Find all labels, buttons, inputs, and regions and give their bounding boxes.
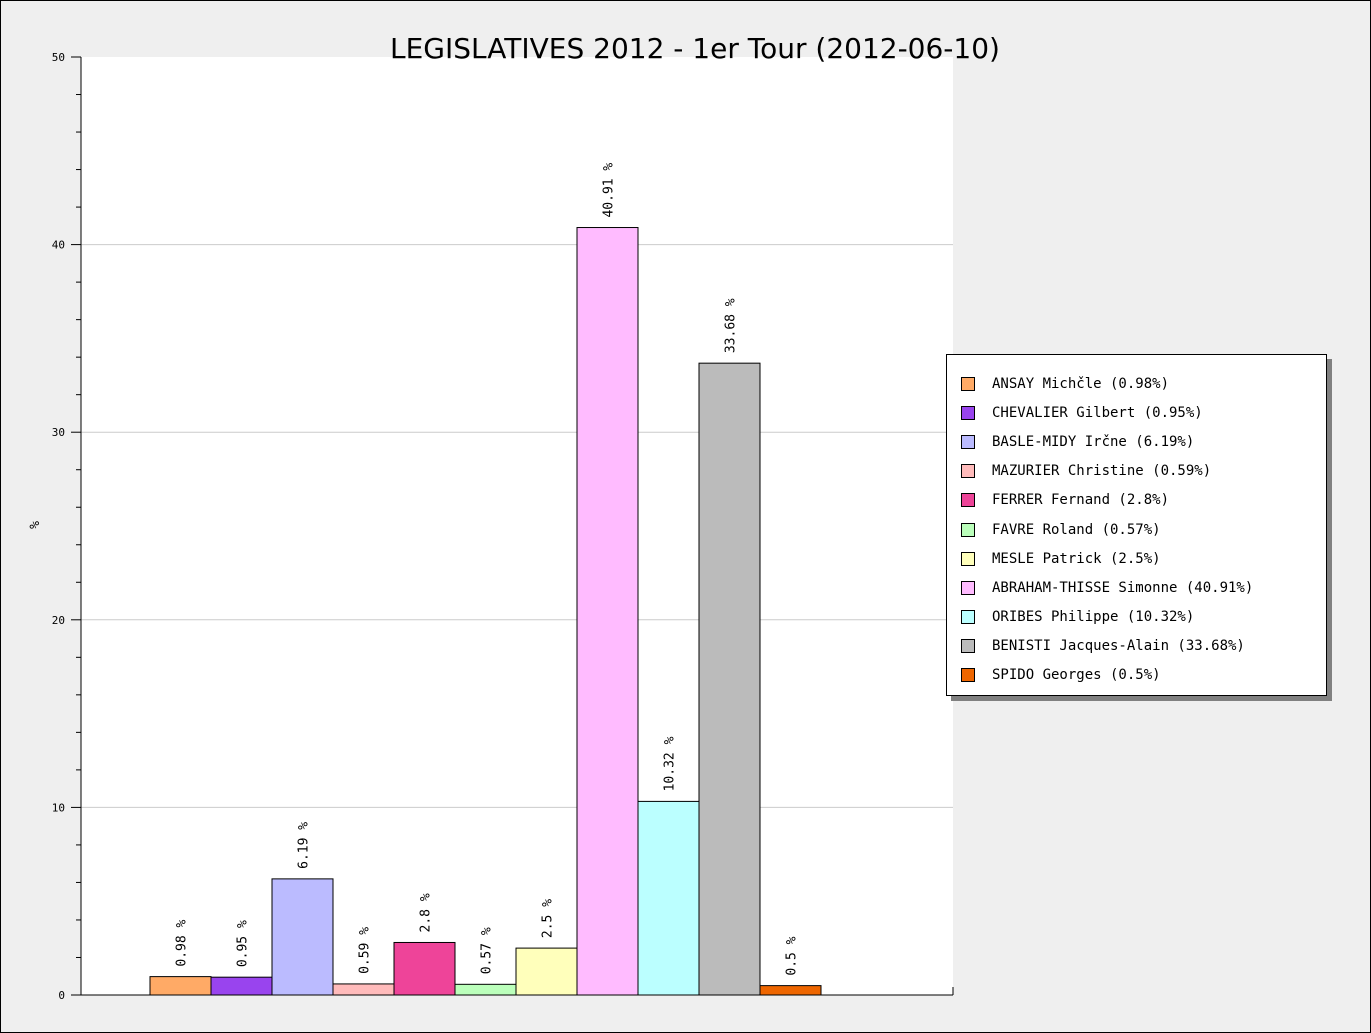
legend-item: FERRER Fernand (2.8%) xyxy=(961,486,1326,515)
bar-value-label: 40.91 % xyxy=(602,163,617,218)
bar xyxy=(637,800,700,996)
legend-item: CHEVALIER Gilbert (0.95%) xyxy=(961,398,1326,427)
legend-label: ORIBES Philippe (10.32%) xyxy=(992,609,1195,626)
bar-value-label: 0.5 % xyxy=(785,936,800,975)
legend-item: BASLE-MIDY Irčne (6.19%) xyxy=(961,427,1326,456)
legend-item: ABRAHAM-THISSE Simonne (40.91%) xyxy=(961,573,1326,602)
bar xyxy=(332,983,395,996)
bar xyxy=(515,947,578,996)
bars xyxy=(149,227,822,996)
y-tick-label: 40 xyxy=(52,239,65,252)
legend-swatch xyxy=(961,405,975,420)
legend-label: BASLE-MIDY Irčne (6.19%) xyxy=(992,433,1195,450)
legend-swatch xyxy=(961,639,975,654)
legend-swatch xyxy=(961,493,975,508)
legend-label: MESLE Patrick (2.5%) xyxy=(992,550,1161,567)
bar-value-label: 0.95 % xyxy=(236,920,251,967)
bar xyxy=(454,983,517,996)
legend-swatch xyxy=(961,376,975,391)
legend-item: MESLE Patrick (2.5%) xyxy=(961,544,1326,573)
bar-value-label: 33.68 % xyxy=(724,298,739,353)
bar xyxy=(698,362,761,996)
legend: ANSAY Michčle (0.98%) CHEVALIER Gilbert (… xyxy=(946,354,1327,696)
legend-label: MAZURIER Christine (0.59%) xyxy=(992,463,1212,480)
legend-label: FAVRE Roland (0.57%) xyxy=(992,521,1161,538)
bar-value-label: 0.57 % xyxy=(480,927,495,974)
y-tick-label: 20 xyxy=(52,614,65,627)
legend-item: BENISTI Jacques-Alain (33.68%) xyxy=(961,632,1326,661)
legend-label: FERRER Fernand (2.8%) xyxy=(992,492,1170,509)
bar-value-label: 2.5 % xyxy=(541,899,556,938)
legend-label: SPIDO Georges (0.5%) xyxy=(992,667,1161,684)
legend-item: ORIBES Philippe (10.32%) xyxy=(961,603,1326,632)
bar-value-label: 10.32 % xyxy=(663,736,678,791)
legend-swatch xyxy=(961,580,975,595)
legend-item: ANSAY Michčle (0.98%) xyxy=(961,369,1326,398)
legend-item: FAVRE Roland (0.57%) xyxy=(961,515,1326,544)
legend-swatch xyxy=(961,610,975,625)
legend-item: MAZURIER Christine (0.59%) xyxy=(961,457,1326,486)
legend-swatch xyxy=(961,668,975,683)
bar-value-label: 0.59 % xyxy=(358,927,373,974)
bar xyxy=(149,976,212,996)
y-tick-label: 10 xyxy=(52,801,65,814)
plot-area xyxy=(81,57,953,995)
legend-label: BENISTI Jacques-Alain (33.68%) xyxy=(992,638,1245,655)
y-tick-labels: 0 10 20 30 40 50 xyxy=(52,51,65,1002)
bar xyxy=(210,976,273,996)
bar-value-label: 2.8 % xyxy=(419,893,434,932)
bar xyxy=(759,985,822,996)
legend-item: SPIDO Georges (0.5%) xyxy=(961,661,1326,690)
bar-value-label: 6.19 % xyxy=(297,822,312,869)
gridlines xyxy=(81,244,953,808)
y-tick-label: 0 xyxy=(58,989,65,1002)
data-labels: 0.98 % 0.95 % 6.19 % 0.59 % 2.8 % 0.57 % 2.5 %… xyxy=(175,163,800,976)
legend-label: CHEVALIER Gilbert (0.95%) xyxy=(992,404,1203,421)
bar-value-label: 0.98 % xyxy=(175,919,190,966)
legend-label: ABRAHAM-THISSE Simonne (40.91%) xyxy=(992,579,1254,596)
chart-title: LEGISLATIVES 2012 - 1er Tour (2012-06-10… xyxy=(390,32,1000,65)
y-tick-label: 30 xyxy=(52,426,65,439)
legend-swatch xyxy=(961,522,975,537)
axes xyxy=(71,56,954,996)
y-axis-label: % xyxy=(28,521,43,529)
bar xyxy=(271,878,334,996)
bar xyxy=(576,227,639,996)
legend-swatch xyxy=(961,464,975,479)
y-tick-label: 50 xyxy=(52,51,65,64)
bar xyxy=(393,941,456,996)
legend-label: ANSAY Michčle (0.98%) xyxy=(992,375,1170,392)
legend-swatch xyxy=(961,551,975,566)
legend-swatch xyxy=(961,434,975,449)
